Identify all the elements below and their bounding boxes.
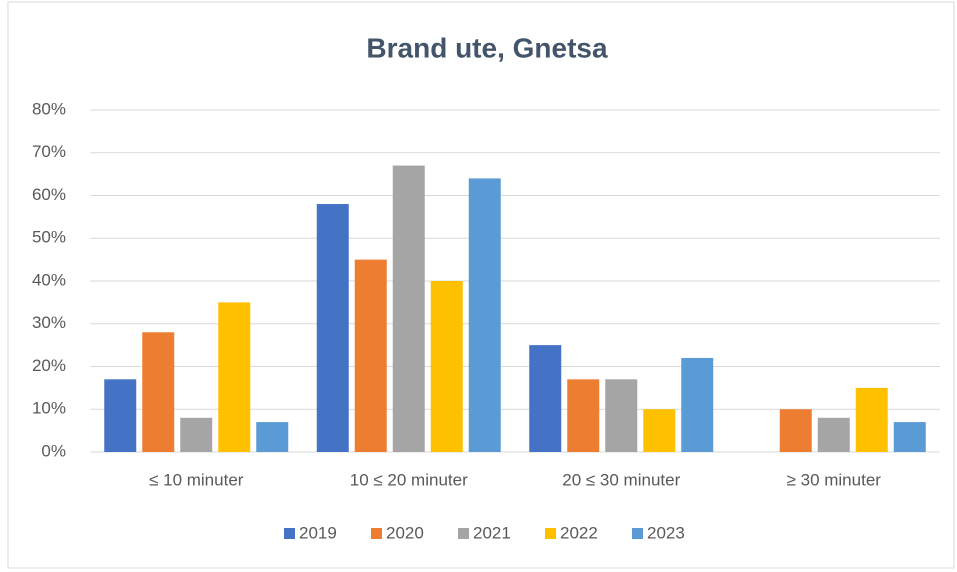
legend-label: 2022 (560, 523, 598, 542)
legend-label: 2020 (386, 523, 424, 542)
legend-label: 2019 (299, 523, 337, 542)
legend-label: 2021 (473, 523, 511, 542)
legend-swatch (545, 528, 556, 539)
bar (529, 345, 562, 452)
bar (643, 409, 676, 452)
bar (893, 422, 926, 452)
y-tick-label: 60% (32, 185, 66, 204)
y-tick-label: 40% (32, 270, 66, 289)
legend-swatch (371, 528, 382, 539)
y-tick-label: 50% (32, 228, 66, 247)
x-tick-label: ≥ 30 minuter (787, 470, 882, 489)
bar (316, 204, 349, 452)
bar (430, 281, 463, 452)
bar (142, 332, 175, 452)
y-tick-label: 0% (41, 441, 66, 460)
legend-swatch (458, 528, 469, 539)
x-tick-label: ≤ 10 minuter (149, 470, 244, 489)
bar (779, 409, 812, 452)
y-tick-label: 30% (32, 313, 66, 332)
bar (605, 379, 638, 452)
legend-swatch (632, 528, 643, 539)
bar (256, 422, 289, 452)
x-tick-label: 20 ≤ 30 minuter (562, 470, 680, 489)
y-tick-label: 20% (32, 356, 66, 375)
chart-title: Brand ute, Gnetsa (366, 32, 608, 63)
bar (817, 417, 850, 452)
legend-swatch (284, 528, 295, 539)
bar (681, 357, 714, 452)
y-tick-label: 70% (32, 142, 66, 161)
bar (468, 178, 501, 452)
bar (855, 387, 888, 452)
bar (354, 259, 387, 452)
y-tick-label: 80% (32, 99, 66, 118)
bar (180, 417, 213, 452)
bar (218, 302, 251, 452)
bar (567, 379, 600, 452)
x-tick-label: 10 ≤ 20 minuter (350, 470, 468, 489)
legend-label: 2023 (647, 523, 685, 542)
bar (392, 165, 425, 452)
bar (104, 379, 137, 452)
y-tick-label: 10% (32, 399, 66, 418)
